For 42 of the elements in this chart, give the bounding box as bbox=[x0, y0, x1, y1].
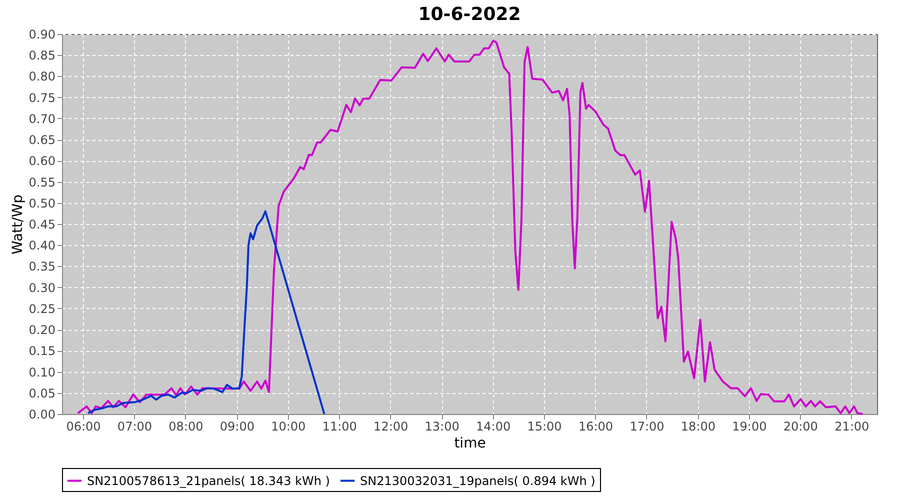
x-tick-label: 14:00 bbox=[476, 420, 511, 434]
x-tick-label: 20:00 bbox=[783, 420, 818, 434]
y-tick-label: 0.40 bbox=[28, 238, 56, 253]
x-tick-label: 10:00 bbox=[271, 420, 306, 434]
x-tick-label: 16:00 bbox=[578, 420, 614, 434]
legend-label: SN2100578613_21panels( 18.343 kWh ) bbox=[87, 474, 330, 488]
y-tick-label: 0.10 bbox=[28, 365, 56, 380]
y-tick-label: 0.85 bbox=[28, 48, 56, 63]
x-tick-label: 11:00 bbox=[322, 420, 357, 434]
x-tick-label: 07:00 bbox=[117, 420, 152, 434]
x-axis-title: time bbox=[454, 436, 486, 452]
y-tick-label: 0.70 bbox=[28, 112, 56, 126]
y-tick-label: 0.30 bbox=[28, 280, 56, 295]
line-series bbox=[87, 210, 326, 415]
y-tick-label: 0.90 bbox=[28, 28, 56, 42]
y-tick-label: 0.35 bbox=[28, 260, 56, 274]
x-tick-label: 19:00 bbox=[732, 420, 767, 434]
line-series bbox=[76, 40, 864, 415]
x-tick-label: 15:00 bbox=[527, 420, 562, 434]
y-tick-label: 0.15 bbox=[28, 344, 56, 358]
chart-title: 10-6-2022 bbox=[418, 4, 521, 25]
y-tick-label: 0.20 bbox=[28, 323, 56, 338]
y-tick-label: 0.25 bbox=[28, 302, 56, 316]
x-tick-label: 21:00 bbox=[834, 420, 870, 434]
y-axis-title: Watt/Wp bbox=[10, 194, 26, 254]
x-tick-label: 12:00 bbox=[374, 420, 408, 434]
legend-label: SN2130032031_19panels( 0.894 kWh ) bbox=[360, 474, 596, 488]
y-tick-label: 0.60 bbox=[28, 154, 56, 168]
x-tick-label: 18:00 bbox=[680, 420, 716, 434]
y-tick-label: 0.50 bbox=[28, 196, 56, 210]
x-tick-label: 08:00 bbox=[168, 420, 204, 434]
x-tick-label: 09:00 bbox=[220, 420, 254, 434]
y-tick-label: 0.45 bbox=[28, 218, 56, 232]
y-tick-label: 0.05 bbox=[28, 386, 56, 400]
y-tick-label: 0.80 bbox=[28, 70, 56, 84]
y-tick-label: 0.55 bbox=[28, 175, 56, 190]
y-tick-label: 0.00 bbox=[28, 408, 56, 422]
y-tick-label: 0.65 bbox=[28, 133, 56, 148]
x-tick-label: 13:00 bbox=[424, 420, 460, 434]
x-tick-label: 17:00 bbox=[630, 420, 664, 434]
x-tick-label: 06:00 bbox=[66, 420, 101, 434]
y-tick-label: 0.75 bbox=[28, 90, 56, 105]
